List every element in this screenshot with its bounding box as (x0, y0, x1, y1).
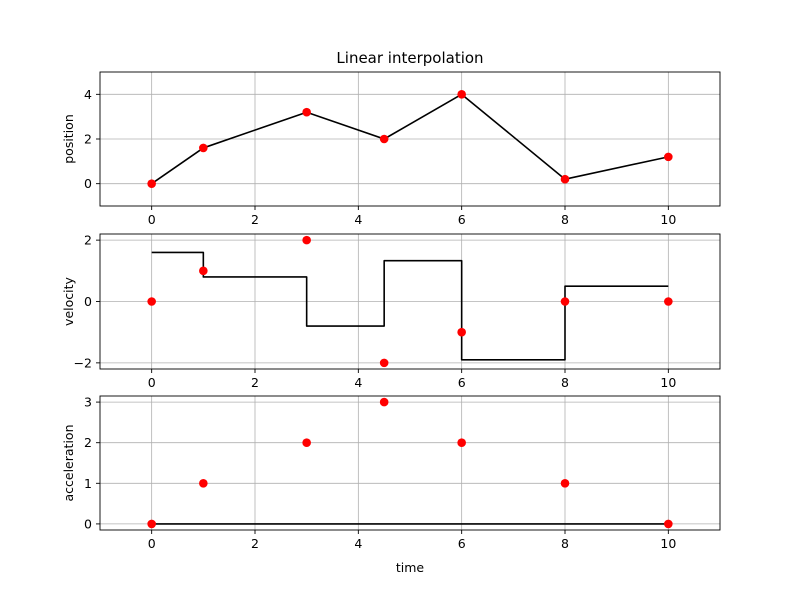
acceleration-ylabel: acceleration (61, 424, 76, 501)
velocity-point (199, 266, 208, 276)
acceleration-xtick-label: 0 (148, 536, 156, 551)
velocity-ylabel: velocity (61, 276, 76, 325)
acceleration-xtick-label: 8 (561, 536, 569, 551)
position-xtick-label: 10 (660, 212, 676, 227)
position-xtick-label: 8 (561, 212, 569, 227)
acceleration-ytick-label: 3 (84, 395, 92, 410)
acceleration-point (199, 479, 208, 488)
position-ytick-label: 4 (84, 87, 92, 102)
velocity-xtick-label: 6 (458, 375, 466, 390)
position-point (664, 152, 673, 162)
acceleration-xtick-label: 4 (354, 536, 362, 551)
acceleration-ytick-label: 2 (84, 435, 92, 450)
velocity-point (457, 327, 466, 337)
acceleration-point (379, 397, 389, 407)
acceleration-point (302, 438, 311, 447)
velocity-ytick-label: −2 (74, 355, 92, 370)
acceleration-ytick-label: 1 (84, 476, 92, 491)
acceleration-ytick-label: 0 (84, 516, 92, 531)
acceleration-xlabel: time (396, 560, 425, 575)
position-xtick-label: 0 (148, 212, 156, 227)
position-ytick-label: 2 (84, 132, 92, 147)
acceleration-point (664, 519, 673, 529)
chart-title: Linear interpolation (336, 49, 483, 67)
position-point (379, 134, 389, 144)
velocity-xtick-label: 2 (251, 375, 259, 390)
position-point (302, 107, 311, 117)
velocity-ytick-label: 2 (84, 233, 92, 248)
position-xtick-label: 2 (251, 212, 259, 227)
position-point (457, 90, 466, 99)
velocity-panel: 0 2 4 6 8 10 −2 0 2 velocity (61, 233, 721, 390)
position-point (147, 179, 156, 188)
velocity-point (379, 358, 389, 368)
acceleration-xtick-label: 2 (251, 536, 259, 551)
position-ylabel: position (61, 114, 76, 164)
acceleration-xtick-label: 6 (458, 536, 466, 551)
acceleration-panel: 0 2 4 6 8 10 0 1 2 3 acceleration time (61, 395, 721, 575)
position-point (560, 174, 570, 184)
position-point (199, 143, 208, 153)
velocity-ytick-label: 0 (84, 294, 92, 309)
acceleration-xtick-label: 10 (660, 536, 676, 551)
acceleration-axes-frame (99, 395, 721, 531)
position-xtick-label: 4 (354, 212, 362, 227)
velocity-xtick-label: 8 (561, 375, 569, 390)
velocity-point (560, 297, 570, 306)
velocity-point (302, 235, 311, 245)
acceleration-point (147, 519, 156, 529)
position-xtick-label: 6 (458, 212, 466, 227)
velocity-xtick-label: 10 (660, 375, 676, 390)
position-ytick-label: 0 (84, 176, 92, 191)
acceleration-point (457, 438, 466, 447)
position-panel: 0 2 4 6 8 10 0 2 4 position Linear interpolation (61, 49, 721, 227)
acceleration-point (560, 479, 570, 488)
velocity-point (147, 297, 156, 306)
velocity-xtick-label: 0 (148, 375, 156, 390)
velocity-xtick-label: 4 (354, 375, 362, 390)
velocity-point (664, 297, 673, 306)
